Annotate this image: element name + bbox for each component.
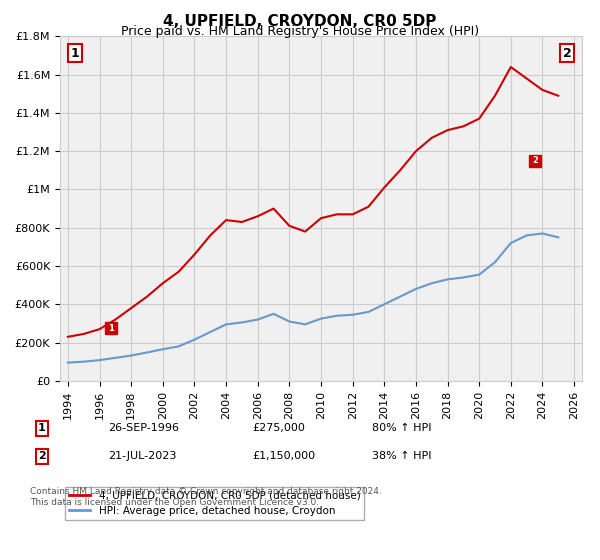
Text: Contains HM Land Registry data © Crown copyright and database right 2024.
This d: Contains HM Land Registry data © Crown c… — [30, 487, 382, 507]
Text: Price paid vs. HM Land Registry's House Price Index (HPI): Price paid vs. HM Land Registry's House … — [121, 25, 479, 38]
Text: 80% ↑ HPI: 80% ↑ HPI — [372, 423, 431, 433]
Text: 38% ↑ HPI: 38% ↑ HPI — [372, 451, 431, 461]
Text: 26-SEP-1996: 26-SEP-1996 — [108, 423, 179, 433]
Text: £1,150,000: £1,150,000 — [252, 451, 315, 461]
Text: 1: 1 — [38, 423, 46, 433]
Text: 2: 2 — [532, 156, 538, 165]
Text: 1: 1 — [108, 324, 114, 333]
Text: £275,000: £275,000 — [252, 423, 305, 433]
Text: 21-JUL-2023: 21-JUL-2023 — [108, 451, 176, 461]
Text: 2: 2 — [563, 46, 572, 60]
Text: 4, UPFIELD, CROYDON, CR0 5DP: 4, UPFIELD, CROYDON, CR0 5DP — [163, 14, 437, 29]
Legend: 4, UPFIELD, CROYDON, CR0 5DP (detached house), HPI: Average price, detached hous: 4, UPFIELD, CROYDON, CR0 5DP (detached h… — [65, 487, 364, 520]
Text: 1: 1 — [70, 46, 79, 60]
FancyBboxPatch shape — [60, 36, 582, 381]
Text: 2: 2 — [38, 451, 46, 461]
